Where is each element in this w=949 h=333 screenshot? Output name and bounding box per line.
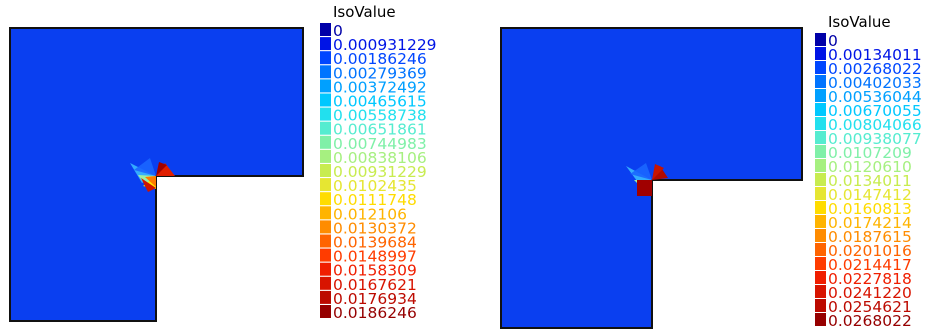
- legend-swatch-left-17: [320, 262, 331, 276]
- legend-swatch-right-5: [815, 103, 826, 116]
- legend-label-right-14: 0.0187615: [828, 228, 912, 246]
- legend-swatch-left-18: [320, 276, 331, 290]
- legend-title-left: IsoValue: [333, 3, 396, 21]
- legend-label-right-17: 0.0227818: [828, 270, 912, 288]
- legend-swatch-right-18: [815, 285, 826, 298]
- legend-swatch-right-15: [815, 243, 826, 256]
- legend-swatch-right-1: [815, 47, 826, 60]
- legend-swatch-right-7: [815, 131, 826, 144]
- legend-swatch-right-17: [815, 271, 826, 284]
- legend-label-left-14: 0.0130372: [333, 219, 417, 237]
- legend-label-left-6: 0.00558738: [333, 107, 427, 125]
- legend-swatch-left-1: [320, 37, 331, 51]
- legend-swatch-right-19: [815, 299, 826, 312]
- legend-swatch-left-11: [320, 178, 331, 192]
- legend-swatch-left-4: [320, 79, 331, 93]
- legend-label-right-5: 0.00670055: [828, 102, 922, 120]
- legend-label-right-18: 0.0241220: [828, 284, 912, 302]
- legend-swatch-left-7: [320, 121, 331, 135]
- legend-swatch-left-19: [320, 290, 331, 304]
- legend-label-left-18: 0.0167621: [333, 276, 417, 294]
- legend-swatch-left-10: [320, 164, 331, 177]
- legend-label-right-16: 0.0214417: [828, 256, 912, 274]
- legend-label-right-11: 0.0147412: [828, 186, 912, 204]
- legend-label-right-3: 0.00402033: [828, 74, 922, 92]
- legend-swatch-left-12: [320, 192, 331, 206]
- legend-swatch-right-8: [815, 145, 826, 158]
- legend-label-right-8: 0.0107209: [828, 144, 912, 162]
- legend-swatch-left-9: [320, 149, 331, 163]
- legend-label-left-10: 0.00931229: [333, 163, 427, 181]
- legend-label-left-2: 0.00186246: [333, 50, 427, 68]
- legend-swatch-left-15: [320, 234, 331, 248]
- legend-label-right-19: 0.0254621: [828, 298, 912, 316]
- legend-label-left-9: 0.00838106: [333, 149, 427, 167]
- legend-label-right-6: 0.00804066: [828, 116, 922, 134]
- legend-label-left-17: 0.0158309: [333, 262, 417, 280]
- legend-label-right-15: 0.0201016: [828, 242, 912, 260]
- legend-label-left-7: 0.00651861: [333, 121, 427, 139]
- legend-label-left-5: 0.00465615: [333, 93, 427, 111]
- legend-label-right-1: 0.00134011: [828, 46, 922, 64]
- legend-swatch-right-0: [815, 33, 826, 46]
- panel-left: IsoValue 00.0009312290.001862460.0027936…: [9, 3, 437, 322]
- legend-label-right-7: 0.00938077: [828, 130, 922, 148]
- legend-label-left-12: 0.0111748: [333, 191, 417, 209]
- legend-swatch-right-2: [815, 61, 826, 74]
- legend-label-right-10: 0.0134011: [828, 172, 912, 190]
- legend-label-right-0: 0: [828, 32, 838, 50]
- legend-label-left-13: 0.012106: [333, 205, 407, 223]
- legend-swatch-right-9: [815, 159, 826, 172]
- legend-swatch-left-5: [320, 93, 331, 107]
- legend-swatch-left-2: [320, 51, 331, 65]
- legend-label-left-11: 0.0102435: [333, 177, 417, 195]
- legend-label-left-1: 0.000931229: [333, 36, 437, 54]
- l-shaped-domain-right: [500, 27, 803, 329]
- legend-swatch-right-20: [815, 313, 826, 326]
- legend-label-left-16: 0.0148997: [333, 248, 417, 266]
- legend-swatch-right-4: [815, 89, 826, 102]
- legend-label-left-8: 0.00744983: [333, 135, 427, 153]
- legend-swatch-right-6: [815, 117, 826, 130]
- legend-swatch-right-10: [815, 173, 826, 186]
- singularity-hotspot-right: [626, 163, 668, 196]
- legend-label-left-19: 0.0176934: [333, 290, 417, 308]
- legend-swatch-left-8: [320, 135, 331, 149]
- legend-swatch-right-11: [815, 187, 826, 200]
- legend-label-left-15: 0.0139684: [333, 234, 417, 252]
- legend-swatch-right-3: [815, 75, 826, 88]
- legend-swatch-right-12: [815, 201, 826, 214]
- legend-swatch-right-14: [815, 229, 826, 242]
- legend-swatch-left-20: [320, 305, 331, 318]
- legend-label-right-2: 0.00268022: [828, 60, 922, 78]
- legend-swatch-right-16: [815, 257, 826, 270]
- legend-label-left-0: 0: [333, 22, 343, 40]
- legend-swatch-left-0: [320, 23, 331, 36]
- colorbar-right: IsoValue 00.001340110.002680220.00402033…: [815, 13, 922, 330]
- legend-swatch-left-13: [320, 206, 331, 220]
- panel-right: IsoValue 00.001340110.002680220.00402033…: [500, 13, 922, 330]
- legend-label-right-20: 0.0268022: [828, 312, 912, 330]
- colorbar-left: IsoValue 00.0009312290.001862460.0027936…: [320, 3, 437, 322]
- legend-label-right-12: 0.0160813: [828, 200, 912, 218]
- legend-swatch-right-13: [815, 215, 826, 228]
- legend-label-left-20: 0.0186246: [333, 304, 417, 322]
- legend-swatch-left-16: [320, 248, 331, 262]
- legend-title-right: IsoValue: [828, 13, 891, 31]
- legend-label-left-3: 0.00279369: [333, 64, 427, 82]
- legend-swatch-left-14: [320, 220, 331, 234]
- legend-label-right-9: 0.0120610: [828, 158, 912, 176]
- legend-label-right-4: 0.00536044: [828, 88, 922, 106]
- legend-swatch-left-6: [320, 107, 331, 121]
- legend-label-right-13: 0.0174214: [828, 214, 912, 232]
- legend-swatch-left-3: [320, 65, 331, 79]
- singularity-hotspot-left: [130, 158, 175, 192]
- legend-label-left-4: 0.00372492: [333, 78, 427, 96]
